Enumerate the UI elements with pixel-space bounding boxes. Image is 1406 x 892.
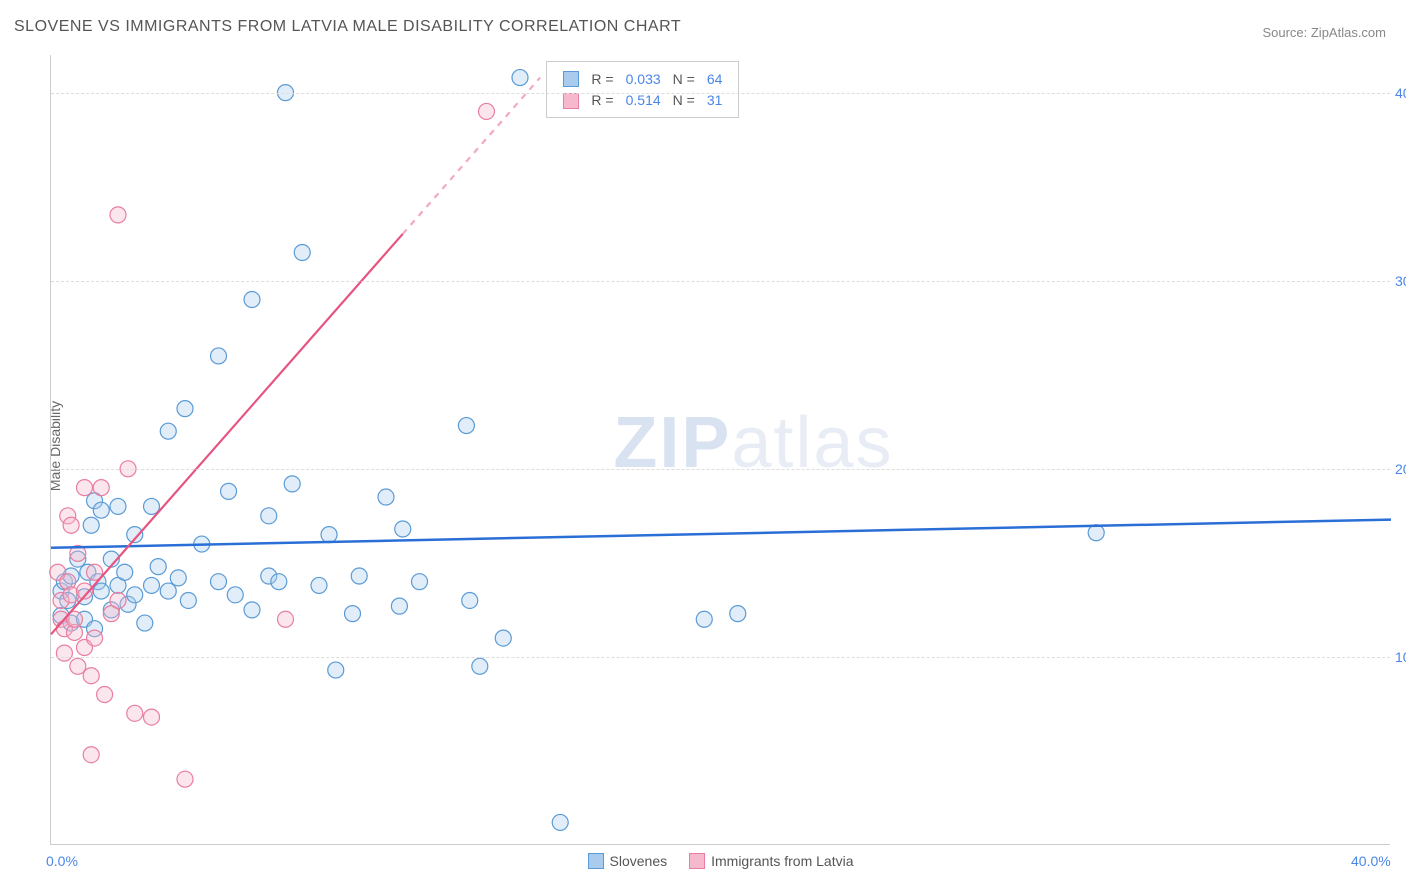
scatter-point bbox=[160, 583, 176, 599]
scatter-point bbox=[412, 574, 428, 590]
scatter-point bbox=[97, 687, 113, 703]
scatter-point bbox=[177, 771, 193, 787]
scatter-point bbox=[696, 611, 712, 627]
scatter-point bbox=[93, 480, 109, 496]
legend-swatch bbox=[563, 71, 579, 87]
legend-r-label: R = bbox=[585, 68, 619, 89]
y-tick-label: 40.0% bbox=[1395, 85, 1406, 101]
source-name: ZipAtlas.com bbox=[1311, 25, 1386, 40]
y-tick-label: 20.0% bbox=[1395, 461, 1406, 477]
scatter-point bbox=[271, 574, 287, 590]
scatter-point bbox=[87, 630, 103, 646]
scatter-point bbox=[227, 587, 243, 603]
legend-item: Immigrants from Latvia bbox=[689, 853, 853, 869]
scatter-point bbox=[110, 498, 126, 514]
series-legend: Slovenes Immigrants from Latvia bbox=[588, 853, 854, 869]
scatter-point bbox=[244, 292, 260, 308]
trend-line-dashed bbox=[403, 78, 540, 234]
scatter-point bbox=[495, 630, 511, 646]
legend-label: Immigrants from Latvia bbox=[711, 853, 853, 869]
source-prefix: Source: bbox=[1262, 25, 1310, 40]
scatter-point bbox=[127, 587, 143, 603]
legend-swatch bbox=[563, 93, 579, 109]
scatter-point bbox=[278, 611, 294, 627]
scatter-point bbox=[211, 348, 227, 364]
legend-label: Slovenes bbox=[610, 853, 668, 869]
scatter-point bbox=[244, 602, 260, 618]
scatter-point bbox=[479, 103, 495, 119]
gridline bbox=[51, 93, 1390, 94]
legend-r-value: 0.033 bbox=[620, 68, 667, 89]
scatter-point bbox=[70, 658, 86, 674]
scatter-point bbox=[177, 401, 193, 417]
x-tick-label: 0.0% bbox=[46, 853, 78, 869]
scatter-point bbox=[83, 668, 99, 684]
scatter-point bbox=[462, 592, 478, 608]
scatter-point bbox=[458, 418, 474, 434]
scatter-point bbox=[117, 564, 133, 580]
scatter-point bbox=[180, 592, 196, 608]
scatter-point bbox=[150, 559, 166, 575]
gridline bbox=[51, 469, 1390, 470]
x-tick-label: 40.0% bbox=[1351, 853, 1391, 869]
scatter-point bbox=[77, 480, 93, 496]
scatter-point bbox=[391, 598, 407, 614]
scatter-point bbox=[395, 521, 411, 537]
scatter-point bbox=[472, 658, 488, 674]
scatter-point bbox=[170, 570, 186, 586]
legend-swatch bbox=[689, 853, 705, 869]
scatter-point bbox=[552, 814, 568, 830]
scatter-point bbox=[284, 476, 300, 492]
scatter-point bbox=[144, 709, 160, 725]
scatter-point bbox=[56, 645, 72, 661]
gridline bbox=[51, 657, 1390, 658]
legend-n-value: 64 bbox=[701, 68, 729, 89]
legend-swatch bbox=[588, 853, 604, 869]
chart-title: SLOVENE VS IMMIGRANTS FROM LATVIA MALE D… bbox=[14, 18, 681, 36]
correlation-legend: R =0.033N =64R =0.514N =31 bbox=[546, 61, 739, 118]
scatter-point bbox=[110, 592, 126, 608]
scatter-point bbox=[311, 577, 327, 593]
scatter-point bbox=[93, 502, 109, 518]
scatter-point bbox=[261, 508, 277, 524]
trend-line bbox=[51, 520, 1391, 548]
scatter-point bbox=[211, 574, 227, 590]
scatter-point bbox=[351, 568, 367, 584]
scatter-point bbox=[144, 577, 160, 593]
scatter-point bbox=[83, 747, 99, 763]
scatter-chart bbox=[51, 55, 1390, 844]
scatter-point bbox=[294, 245, 310, 261]
scatter-point bbox=[378, 489, 394, 505]
y-tick-label: 10.0% bbox=[1395, 649, 1406, 665]
scatter-point bbox=[321, 527, 337, 543]
scatter-point bbox=[110, 207, 126, 223]
scatter-point bbox=[345, 606, 361, 622]
scatter-point bbox=[221, 483, 237, 499]
chart-container: SLOVENE VS IMMIGRANTS FROM LATVIA MALE D… bbox=[0, 0, 1406, 892]
scatter-point bbox=[730, 606, 746, 622]
scatter-point bbox=[160, 423, 176, 439]
scatter-point bbox=[63, 517, 79, 533]
scatter-point bbox=[328, 662, 344, 678]
plot-area: ZIPatlas R =0.033N =64R =0.514N =31 Slov… bbox=[50, 55, 1390, 845]
gridline bbox=[51, 281, 1390, 282]
trend-line bbox=[51, 234, 403, 634]
legend-n-label: N = bbox=[667, 68, 701, 89]
scatter-point bbox=[127, 705, 143, 721]
scatter-point bbox=[83, 517, 99, 533]
y-tick-label: 30.0% bbox=[1395, 273, 1406, 289]
scatter-point bbox=[512, 70, 528, 86]
source-label: Source: ZipAtlas.com bbox=[1262, 25, 1386, 40]
legend-item: Slovenes bbox=[588, 853, 668, 869]
scatter-point bbox=[137, 615, 153, 631]
scatter-point bbox=[93, 583, 109, 599]
